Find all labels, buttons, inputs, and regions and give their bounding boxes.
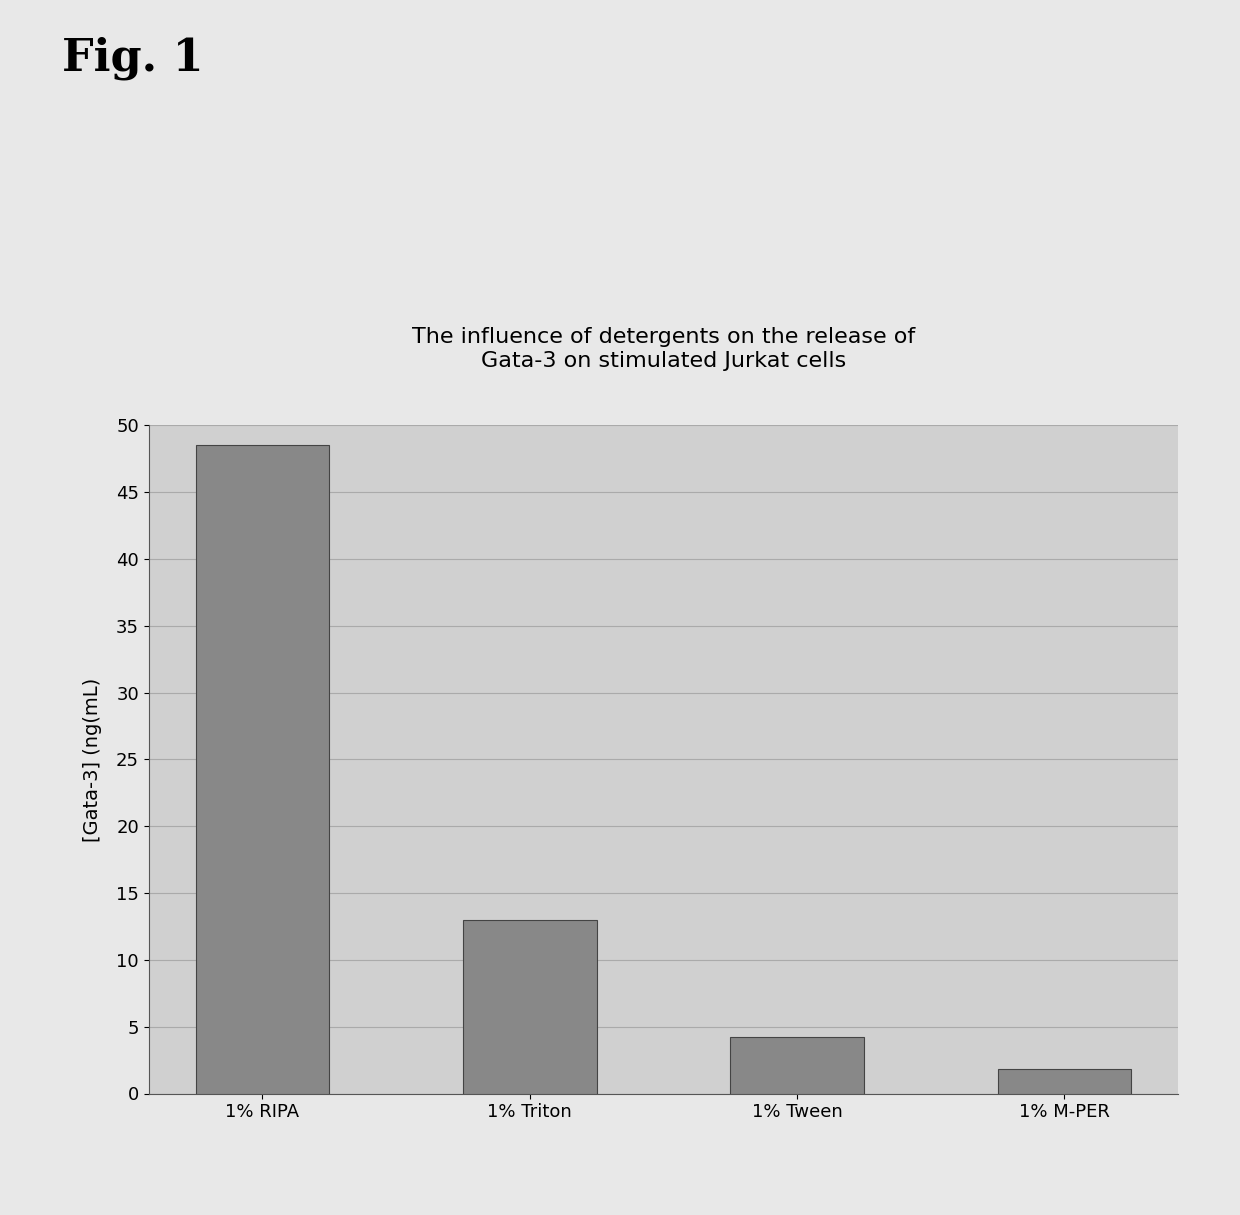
Bar xyxy=(730,1038,864,1094)
Y-axis label: [Gata-3] (ng(mL): [Gata-3] (ng(mL) xyxy=(83,677,102,842)
Text: Fig. 1: Fig. 1 xyxy=(62,36,203,80)
Text: The influence of detergents on the release of
Gata-3 on stimulated Jurkat cells: The influence of detergents on the relea… xyxy=(412,327,915,371)
Bar xyxy=(196,446,330,1094)
Bar xyxy=(997,1069,1131,1094)
Bar xyxy=(463,920,596,1094)
